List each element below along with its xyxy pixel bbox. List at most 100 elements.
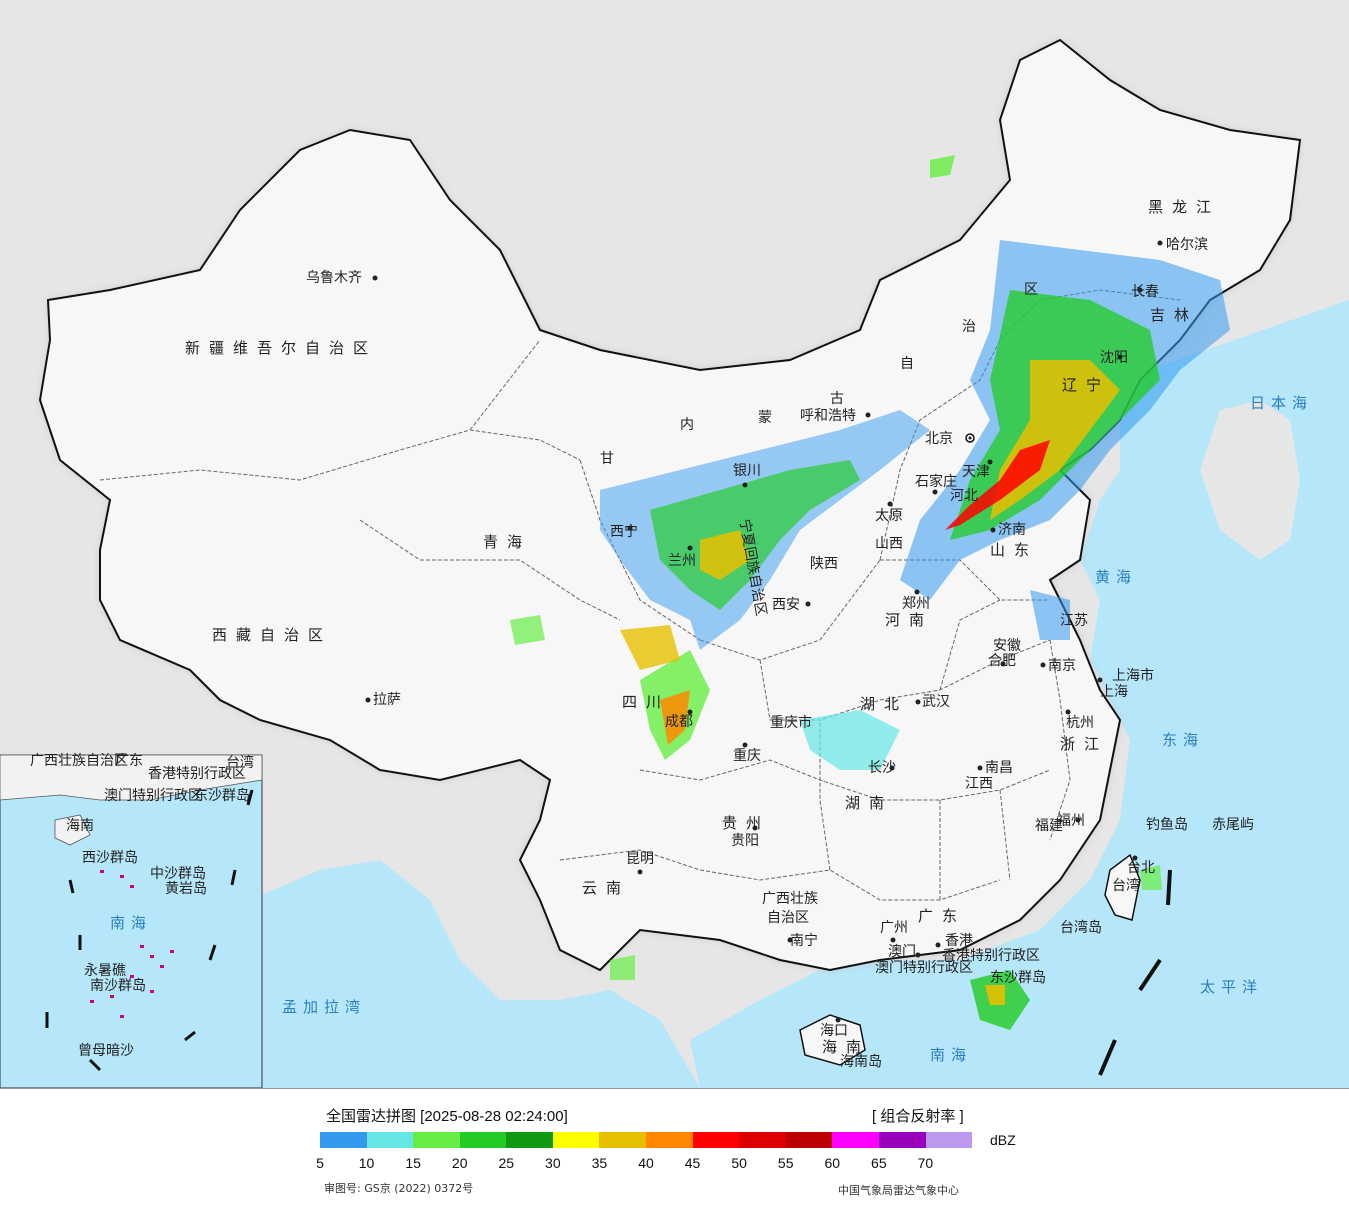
sea-label: 东海 (1162, 731, 1204, 749)
region-label: 自治区 (767, 910, 809, 926)
island-label: 海南岛 (840, 1054, 882, 1070)
region-label: 区 (1024, 282, 1038, 298)
city-label: 重庆 (733, 748, 761, 764)
map-canvas: 新疆维吾尔自治区 西藏自治区 青海 甘 宁夏回族自治区 内 蒙 古 自 治 区 … (0, 38, 1349, 1088)
city-label: 西宁 (610, 523, 638, 540)
legend-title: 全国雷达拼图 [2025-08-28 02:24:00] (326, 1108, 568, 1125)
city-label: 武汉 (922, 694, 950, 710)
inset-label: 西沙群岛 (82, 850, 138, 866)
scale-tick-label: 40 (638, 1155, 654, 1171)
city-label: 石家庄 (915, 473, 957, 490)
agency-name: 中国气象局雷达气象中心 (838, 1184, 959, 1197)
city-label: 南宁 (790, 932, 818, 949)
scale-tick-label: 50 (731, 1155, 747, 1171)
region-label: 广西壮族 (762, 891, 818, 907)
island-label: 台湾岛 (1060, 919, 1102, 936)
scale-swatch (459, 1132, 507, 1148)
inset-label: 广西壮族自治区 (30, 753, 128, 769)
scale-tick-label: 55 (777, 1155, 794, 1171)
region-label: 福建 (1035, 818, 1063, 834)
legend: 全国雷达拼图 [2025-08-28 02:24:00] [ 组合反射率 ] d… (0, 1089, 1349, 1208)
scale-tick-label: 65 (871, 1155, 887, 1171)
inset-label: 海南 (66, 818, 94, 834)
sea-labels: 日本海 黄海 东海 太平洋 南海 孟加拉湾 (282, 394, 1313, 1064)
region-label: 河南 (885, 611, 933, 629)
inset-label: 澳门特别行政区 (104, 788, 202, 804)
inset-label: 东沙群岛 (194, 788, 250, 804)
region-label: 澳门特别行政区 (875, 960, 973, 976)
radar-echoes (510, 155, 1230, 1030)
city-label: 南京 (1048, 658, 1076, 674)
scale-tick-label: 35 (591, 1155, 608, 1171)
color-scale (320, 1132, 973, 1148)
scale-tick-label: 70 (917, 1155, 934, 1171)
scale-swatch (413, 1132, 460, 1148)
region-label: 蒙 (758, 410, 772, 426)
region-label: 陕西 (810, 556, 838, 572)
legend-product: [ 组合反射率 ] (872, 1108, 964, 1125)
region-label: 湖南 (845, 794, 893, 812)
inset-label: 南沙群岛 (90, 978, 146, 994)
city-label: 香港 (945, 933, 973, 949)
island-label: 赤尾屿 (1212, 817, 1254, 833)
region-label: 内 (680, 417, 694, 433)
region-label: 浙江 (1060, 735, 1108, 753)
scale-tick-label: 45 (684, 1155, 701, 1171)
region-label: 河北 (950, 488, 978, 504)
scale-swatch (320, 1132, 367, 1148)
sea-area (250, 300, 1349, 1088)
city-label: 哈尔滨 (1166, 237, 1208, 253)
boundary-dashes (1098, 869, 1172, 1076)
sea-label: 太平洋 (1200, 978, 1263, 996)
region-label: 新疆维吾尔自治区 (185, 339, 377, 357)
region-label: 吉林 (1150, 306, 1198, 324)
city-label: 上海 (1100, 684, 1128, 700)
inset-label: 广东 (115, 753, 143, 769)
city-label: 天津 (962, 464, 990, 480)
region-label: 山东 (990, 541, 1038, 559)
region-label: 青海 (483, 533, 531, 551)
city-label: 福州 (1057, 813, 1085, 829)
region-label: 上海市 (1112, 667, 1154, 684)
city-label: 北京 (925, 431, 953, 447)
city-label: 济南 (998, 522, 1026, 538)
scale-tick-label: 30 (545, 1155, 561, 1171)
city-label: 杭州 (1066, 715, 1094, 731)
region-label: 香港特别行政区 (942, 948, 1040, 964)
region-label: 甘 (600, 451, 614, 467)
inset-labels: 南海 西沙群岛 中沙群岛 南沙群岛 黄岩岛 曾母暗沙 永暑礁 广东 广西壮族自治… (30, 753, 254, 1059)
sea-label: 孟加拉湾 (282, 998, 366, 1016)
scale-swatch (785, 1132, 833, 1148)
region-label: 安徽 (993, 638, 1021, 654)
city-label: 西安 (772, 597, 800, 613)
city-label: 太原 (875, 508, 903, 524)
city-label: 长沙 (868, 760, 896, 776)
city-label: 兰州 (668, 553, 696, 569)
city-label: 南昌 (985, 760, 1013, 776)
city-labels: 乌鲁木齐 拉萨 西宁 兰州 银川 呼和浩特 北京 天津 石家庄 太原 济南 郑州… (306, 237, 1208, 1039)
city-label: 海口 (820, 1023, 848, 1039)
city-label: 广州 (880, 920, 908, 936)
region-label: 海南 (822, 1038, 870, 1056)
scale-swatch (692, 1132, 740, 1148)
scale-tick-label: 15 (405, 1155, 421, 1171)
region-label: 治 (962, 319, 976, 335)
south-sea-inset (0, 754, 263, 1088)
region-label: 台湾 (1112, 877, 1140, 894)
scale-swatch (832, 1132, 879, 1148)
region-label: 江西 (965, 776, 993, 792)
city-label: 长春 (1131, 284, 1159, 300)
city-label: 拉萨 (373, 692, 401, 708)
legend-unit: dBZ (990, 1132, 1016, 1148)
city-label: 贵阳 (731, 833, 759, 849)
region-label: 四川 (622, 693, 670, 711)
scale-swatch (366, 1132, 414, 1148)
region-label: 山西 (875, 536, 903, 552)
sea-label: 日本海 (1250, 394, 1313, 412)
island-label: 钓鱼岛 (1146, 816, 1188, 833)
region-label: 江苏 (1060, 613, 1088, 629)
region-label: 广东 (918, 907, 966, 925)
scale-tick-label: 20 (451, 1155, 468, 1171)
scale-tick-label: 10 (358, 1155, 375, 1171)
scale-tick-label: 5 (316, 1155, 324, 1171)
